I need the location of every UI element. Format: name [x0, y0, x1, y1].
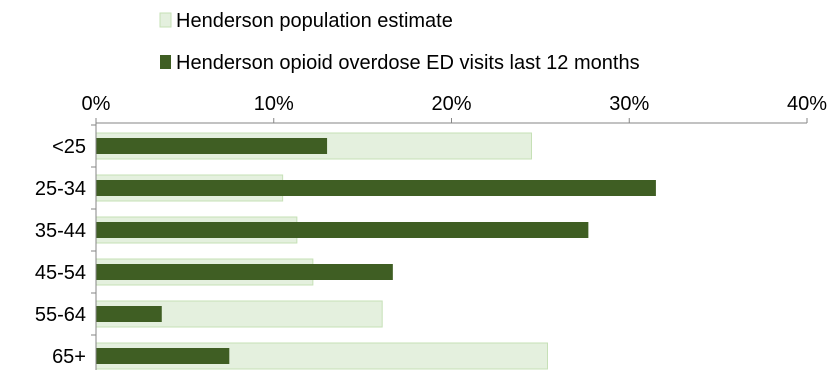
y-axis-categories: <25 25-34 35-44 45-54 55-64 65+ — [35, 136, 86, 368]
bar-ed-visits-0 — [96, 138, 328, 154]
legend-label-2: Henderson opioid overdose ED visits last… — [176, 52, 640, 74]
category-label-5: 65+ — [52, 346, 86, 368]
legend-swatch-1 — [159, 12, 172, 28]
category-label-4: 55-64 — [35, 304, 86, 326]
bar-ed-visits-2 — [96, 222, 589, 238]
bar-ed-visits-1 — [96, 180, 656, 196]
bars — [95, 132, 656, 370]
legend: Henderson population estimate Henderson o… — [159, 10, 640, 74]
category-label-3: 45-54 — [35, 262, 86, 284]
x-tick-label-10: 10% — [254, 93, 294, 115]
x-tick-label-0: 0% — [82, 93, 111, 115]
bar-ed-visits-4 — [96, 306, 162, 322]
category-label-1: 25-34 — [35, 178, 86, 200]
x-tick-label-30: 30% — [609, 93, 649, 115]
bar-ed-visits-5 — [96, 348, 230, 364]
x-tick-label-20: 20% — [431, 93, 471, 115]
category-label-0: <25 — [52, 136, 86, 158]
legend-label-1: Henderson population estimate — [176, 10, 453, 32]
category-label-2: 35-44 — [35, 220, 86, 242]
bar-ed-visits-3 — [96, 264, 393, 280]
x-tick-label-40: 40% — [787, 93, 827, 115]
legend-swatch-2 — [160, 55, 171, 69]
x-axis-ticks: 0% 10% 20% 30% 40% — [82, 93, 828, 115]
axes — [91, 118, 808, 375]
